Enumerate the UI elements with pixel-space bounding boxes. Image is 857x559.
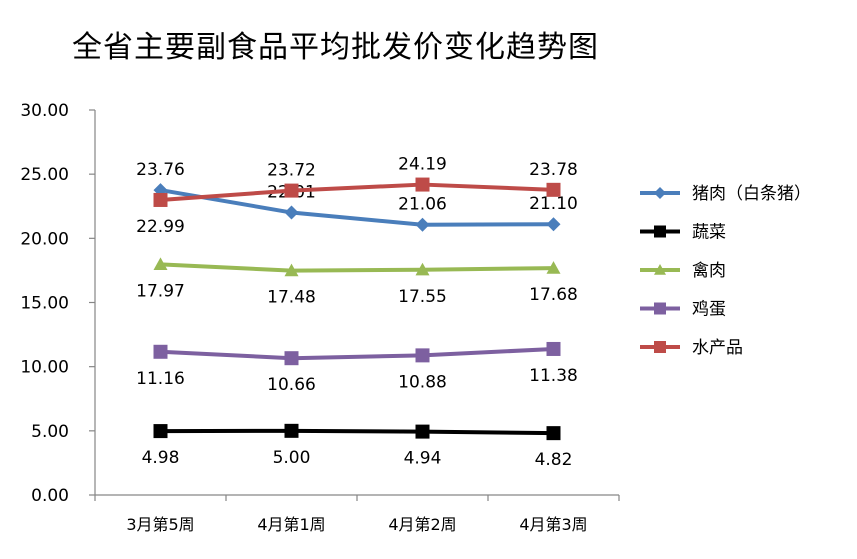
legend-marker — [654, 341, 666, 353]
data-label: 10.88 — [398, 372, 447, 392]
data-point — [415, 177, 430, 192]
x-tick-label: 4月第1周 — [257, 515, 325, 534]
series-line — [160, 262, 554, 273]
data-label: 4.94 — [404, 449, 442, 469]
data-point — [284, 351, 299, 366]
x-tick-label: 4月第2周 — [388, 515, 456, 534]
data-label: 10.66 — [267, 375, 316, 395]
y-tick-label: 20.00 — [20, 229, 69, 249]
legend-label: 禽肉 — [692, 261, 726, 281]
data-label: 4.98 — [142, 448, 180, 468]
data-point — [153, 192, 168, 207]
data-label: 17.68 — [529, 285, 578, 305]
data-label: 17.97 — [136, 281, 185, 301]
chart-title: 全省主要副食品平均批发价变化趋势图 — [72, 30, 599, 65]
legend-label: 蔬菜 — [692, 223, 726, 243]
data-label: 11.16 — [136, 369, 185, 389]
data-point — [546, 182, 561, 197]
data-point — [546, 217, 561, 232]
y-tick-label: 25.00 — [20, 165, 69, 185]
data-label: 17.55 — [398, 287, 447, 307]
data-point — [284, 205, 299, 220]
data-label: 23.78 — [529, 160, 578, 180]
y-tick-label: 30.00 — [20, 101, 69, 121]
series-line — [160, 346, 554, 361]
data-point — [284, 183, 299, 198]
y-tick-label: 10.00 — [20, 358, 69, 378]
data-point — [153, 424, 168, 439]
x-tick-label: 3月第5周 — [126, 515, 194, 534]
data-point — [415, 424, 430, 439]
legend-marker — [654, 225, 666, 238]
data-point — [415, 217, 430, 232]
data-point — [284, 423, 299, 438]
data-label: 21.10 — [529, 194, 578, 214]
legend-label: 鸡蛋 — [692, 300, 726, 320]
data-label: 11.38 — [529, 366, 578, 386]
data-point — [153, 257, 168, 270]
legend-marker — [654, 302, 666, 315]
data-label: 5.00 — [273, 448, 311, 468]
data-point — [415, 262, 430, 276]
series-line — [160, 428, 554, 436]
legend-marker — [654, 187, 666, 199]
data-point — [546, 261, 561, 274]
data-label: 23.72 — [267, 161, 316, 181]
series-line — [160, 188, 554, 227]
data-label: 4.82 — [535, 450, 573, 470]
y-tick-label: 15.00 — [20, 294, 69, 314]
y-tick-label: 5.00 — [31, 422, 69, 442]
legend-marker — [654, 264, 666, 275]
data-point — [546, 341, 561, 356]
data-point — [284, 263, 299, 277]
data-label: 22.99 — [136, 217, 185, 237]
data-point — [153, 344, 168, 359]
legend-label: 猪肉（白条猪） — [692, 184, 811, 204]
data-label: 24.19 — [398, 155, 447, 175]
data-label: 17.48 — [267, 288, 316, 308]
data-point — [415, 348, 430, 363]
data-label: 23.76 — [136, 160, 185, 180]
x-tick-label: 4月第3周 — [519, 515, 587, 534]
series-line — [160, 182, 554, 202]
data-point — [546, 426, 561, 441]
legend-label: 水产品 — [692, 338, 743, 358]
y-tick-label: 0.00 — [31, 486, 69, 506]
data-label: 21.06 — [398, 195, 447, 215]
